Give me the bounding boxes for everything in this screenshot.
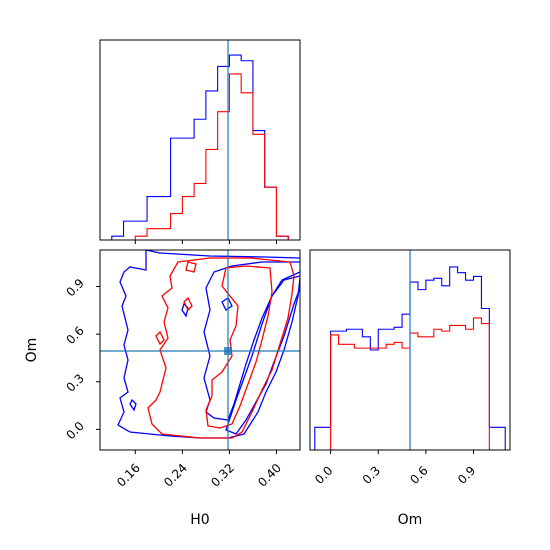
joint-y-tick-label: 0.6	[63, 324, 86, 347]
hist-H0-frame	[99, 39, 301, 241]
joint-x-tick-label: 0.24	[161, 461, 190, 490]
contour-blue-island-1	[181, 302, 189, 318]
hist-hist_H0-red-series	[111, 73, 289, 241]
contour-red-island-2	[155, 330, 165, 346]
joint-x-ticks: 0.16 0.24 0.32 0.40	[114, 450, 284, 490]
joint-y-tick-label: 0.9	[63, 276, 86, 299]
contour-blue-middle	[203, 261, 300, 421]
contour-blue-outer	[117, 250, 300, 439]
contour-blue-island-2	[221, 297, 233, 311]
hist-Om-ticks: 0.0 0.3 0.6 0.9	[312, 450, 478, 487]
truth-marker	[224, 347, 232, 355]
joint-y-ticks: 0.0 0.3 0.6 0.9	[63, 276, 100, 442]
xlabel-H0: H0	[190, 512, 209, 528]
joint-y-tick-label: 0.3	[63, 371, 86, 394]
hist-H0-panel	[99, 39, 301, 244]
joint-panel: 0.16 0.24 0.32 0.40 0.0 0.3 0.6 0.9 H0 Om	[24, 249, 301, 528]
hist-Om-x-tick-label: 0.0	[312, 463, 335, 486]
joint-x-tick-label: 0.16	[114, 461, 143, 490]
hist-Om-frame	[309, 249, 511, 451]
hist-H0-series	[111, 54, 289, 241]
joint-frame	[99, 249, 301, 451]
xlabel-Om: Om	[398, 512, 423, 528]
hist-Om-panel: 0.0 0.3 0.6 0.9 Om	[309, 249, 511, 528]
joint-x-tick-label: 0.40	[255, 461, 284, 490]
contour-red-island-3	[185, 261, 197, 273]
hist-Om-series	[314, 266, 506, 451]
ylabel-Om: Om	[24, 338, 40, 363]
hist-Om-x-tick-label: 0.6	[407, 463, 430, 486]
hist-Om-x-tick-label: 0.3	[360, 463, 383, 486]
contour-red-island-1	[183, 296, 193, 312]
hist-Om-x-tick-label: 0.9	[455, 463, 478, 486]
joint-x-tick-label: 0.32	[208, 461, 237, 490]
hist-hist_H0-blue-series	[111, 54, 289, 240]
contour-red-outer	[147, 257, 295, 439]
contour-group	[117, 250, 300, 439]
joint-y-tick-label: 0.0	[63, 419, 86, 442]
contour-blue-island-3	[129, 398, 137, 412]
contour-blue-inner	[225, 271, 300, 435]
contour-red-inner	[205, 265, 273, 429]
hist-H0-ticks	[134, 240, 277, 244]
hist-hist_Om-blue-series	[314, 266, 506, 450]
hist-hist_Om-red-series	[314, 317, 506, 451]
